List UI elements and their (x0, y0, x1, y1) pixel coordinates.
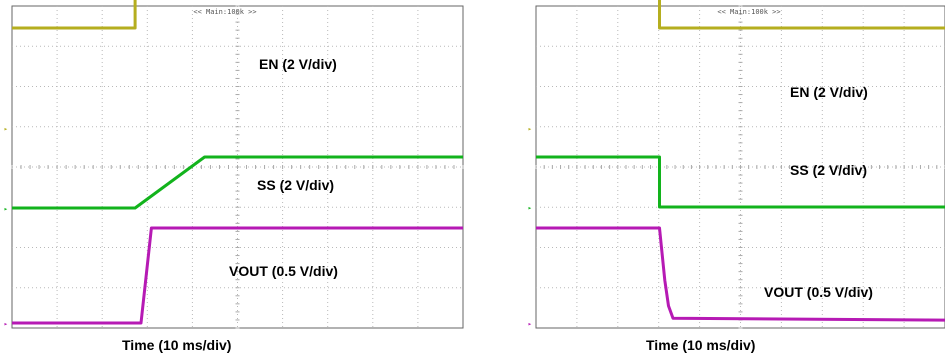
channel-marker-vout: ▸ (4, 320, 8, 328)
channel-label-en: EN (2 V/div) (790, 84, 868, 100)
scope-plot-startup: << Main:100k >> ▸ EN (2 V/div) ▸ SS (2 V/div… (0, 0, 470, 336)
channel-label-vout: VOUT (0.5 V/div) (229, 263, 338, 279)
channel-label-vout: VOUT (0.5 V/div) (764, 284, 873, 300)
channel-label-ss: SS (2 V/div) (790, 162, 867, 178)
channel-label-ss: SS (2 V/div) (257, 177, 334, 193)
channel-marker-vout: ▸ (528, 320, 532, 328)
scope-chart-startup: << Main:100k >> ▸ EN (2 V/div) ▸ SS (2 V/div… (4, 0, 464, 329)
scope-header: << Main:100k >> (717, 8, 780, 16)
channel-marker-en: ▸ (4, 125, 8, 133)
channel-marker-en: ▸ (528, 125, 532, 133)
x-axis-label-startup: Time (10 ms/div) (122, 337, 232, 353)
trace-en (12, 0, 137, 30)
scope-header: << Main:100k >> (193, 8, 256, 16)
trace-vout (536, 226, 945, 322)
x-axis-label-shutdown: Time (10 ms/div) (646, 337, 756, 353)
channel-marker-ss: ▸ (528, 204, 532, 212)
channel-label-en: EN (2 V/div) (259, 56, 337, 72)
trace-en (658, 0, 945, 30)
scope-plot-shutdown: << Main:100k >> ▸ EN (2 V/div) ▸ SS (2 V/div… (524, 0, 945, 336)
trace-ss (12, 155, 463, 210)
trace-vout (12, 226, 463, 325)
channel-marker-ss: ▸ (4, 205, 8, 213)
scope-chart-shutdown: << Main:100k >> ▸ EN (2 V/div) ▸ SS (2 V/div… (528, 0, 945, 329)
trace-ss (536, 155, 945, 209)
